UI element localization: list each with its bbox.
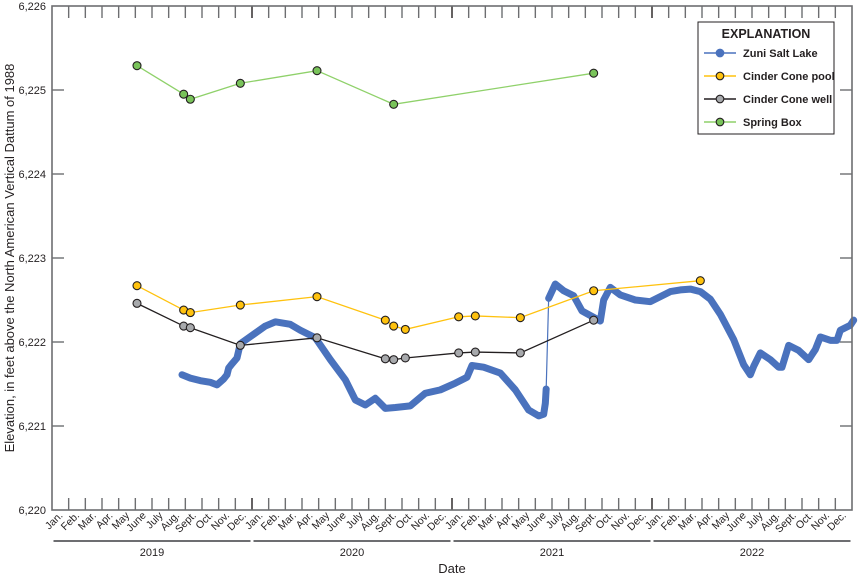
legend-item: Cinder Cone pool (704, 71, 835, 83)
data-point (185, 94, 195, 104)
data-point (179, 89, 189, 99)
axis-ticks (52, 6, 852, 510)
data-point (235, 300, 245, 310)
legend-label: Zuni Salt Lake (743, 48, 818, 60)
y-tick-label: 6,223 (18, 253, 46, 265)
data-point (454, 312, 464, 322)
data-point (389, 99, 399, 109)
y-tick-label: 6,220 (18, 505, 46, 517)
legend-marker-icon (715, 117, 725, 127)
series-cinder-cone-well (132, 298, 599, 365)
data-point (400, 353, 410, 363)
data-point (235, 78, 245, 88)
y-tick-label: 6,226 (18, 1, 46, 13)
data-point (185, 323, 195, 333)
data-point (185, 308, 195, 318)
legend-marker-icon (715, 71, 725, 81)
month-label: Dec. (825, 510, 849, 534)
lake-trace-segment (178, 318, 550, 420)
legend-marker-icon (715, 48, 725, 58)
legend: EXPLANATION Zuni Salt Lake Cinder Cone po… (697, 21, 835, 135)
year-label: 2021 (540, 547, 564, 559)
y-tick-label: 6,221 (18, 421, 46, 433)
legend-label: Cinder Cone pool (743, 71, 835, 83)
year-label: 2019 (140, 547, 164, 559)
data-point (389, 321, 399, 331)
data-point (589, 315, 599, 325)
y-axis-title: Elevation, in feet above the North Ameri… (2, 64, 17, 453)
y-axis-tick-labels: 6,220 6,221 6,222 6,223 6,224 6,225 6,226 (18, 1, 46, 517)
x-axis-title: Date (438, 561, 465, 576)
data-point (312, 292, 322, 302)
x-axis-month-labels: Jan.Feb.Mar.Apr.MayJuneJulyAug.Sept.Oct.… (43, 509, 849, 535)
data-point (235, 340, 245, 350)
legend-label: Spring Box (743, 117, 803, 129)
data-point (515, 313, 525, 323)
data-point (312, 333, 322, 343)
legend-title: EXPLANATION (722, 27, 811, 41)
series-layer (132, 61, 858, 420)
legend-item: Zuni Salt Lake (704, 48, 818, 60)
legend-item: Spring Box (704, 117, 803, 129)
data-point (132, 61, 142, 71)
data-point (589, 286, 599, 296)
data-point (454, 348, 464, 358)
y-tick-label: 6,222 (18, 337, 46, 349)
legend-marker-icon (715, 94, 725, 104)
data-point (132, 281, 142, 291)
y-tick-label: 6,225 (18, 85, 46, 97)
lake-trace-segment (545, 280, 858, 379)
legend-label: Cinder Cone well (743, 94, 832, 106)
data-point (312, 66, 322, 76)
data-point (380, 315, 390, 325)
year-label: 2020 (340, 547, 364, 559)
data-point (470, 347, 480, 357)
y-tick-label: 6,224 (18, 169, 46, 181)
legend-item: Cinder Cone well (704, 94, 832, 106)
series-zuni-salt-lake (178, 280, 858, 420)
data-point (470, 311, 480, 321)
data-point (389, 355, 399, 365)
data-point (400, 324, 410, 334)
year-label: 2022 (740, 547, 764, 559)
data-point (132, 298, 142, 308)
data-point (380, 354, 390, 364)
series-cinder-cone-pool (132, 276, 705, 334)
x-axis-year-groups: 2019 2020 2021 2022 (53, 540, 851, 559)
series-spring-box (132, 61, 599, 109)
data-point (515, 348, 525, 358)
data-point (695, 276, 705, 286)
data-point (589, 68, 599, 78)
plot-frame (51, 5, 853, 511)
